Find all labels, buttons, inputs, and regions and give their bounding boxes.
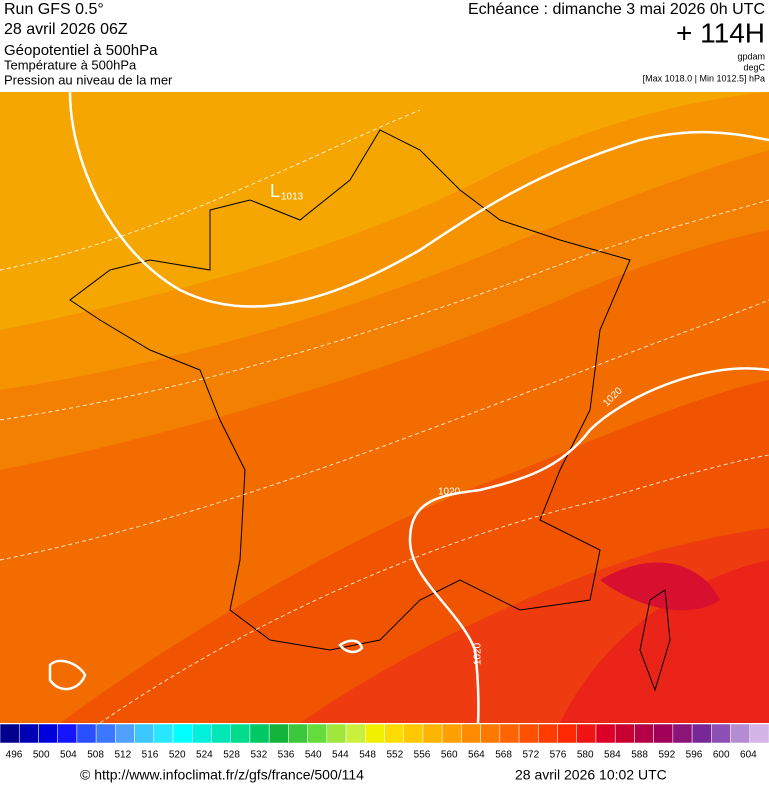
color-cell bbox=[461, 723, 481, 744]
color-cell bbox=[18, 723, 39, 744]
run: Run GFS 0.5° bbox=[4, 1, 104, 18]
colorbar-label: 588 bbox=[631, 750, 648, 761]
color-cell bbox=[268, 723, 289, 744]
color-cell bbox=[0, 723, 20, 744]
colorbar-label: 512 bbox=[114, 750, 131, 761]
colorbar-label: 528 bbox=[223, 750, 240, 761]
color-cell bbox=[518, 723, 539, 744]
colorbar-label: 564 bbox=[468, 750, 485, 761]
colorbar-label: 568 bbox=[495, 750, 512, 761]
color-cell bbox=[576, 723, 597, 744]
colorbar-label: 516 bbox=[142, 750, 159, 761]
color-cell bbox=[653, 723, 674, 744]
color-cell bbox=[326, 723, 347, 744]
colorbar-label: 556 bbox=[414, 750, 431, 761]
color-cell bbox=[749, 723, 769, 744]
color-cell bbox=[230, 723, 251, 744]
color-cell bbox=[480, 723, 501, 744]
colorbar-label: 500 bbox=[33, 750, 50, 761]
color-cell bbox=[614, 723, 635, 744]
color-cell bbox=[345, 723, 366, 744]
color-cell bbox=[134, 723, 155, 744]
colorbar-label: 592 bbox=[658, 750, 675, 761]
color-cell bbox=[595, 723, 616, 744]
colorbar-label: 504 bbox=[60, 750, 77, 761]
unit: gpdam bbox=[737, 51, 765, 61]
unit: degC bbox=[743, 62, 765, 72]
colorbar-label: 540 bbox=[305, 750, 322, 761]
isobar-label: 1020 bbox=[473, 642, 484, 665]
run-date: 28 avril 2026 06Z bbox=[4, 21, 128, 38]
colorbar-label: 520 bbox=[169, 750, 186, 761]
coastline bbox=[69, 129, 631, 651]
colorbar-label: 596 bbox=[686, 750, 703, 761]
colorbar-label: 508 bbox=[87, 750, 104, 761]
low-symbol: L bbox=[270, 181, 280, 201]
color-cell bbox=[115, 723, 135, 744]
colorbar-label: 580 bbox=[577, 750, 594, 761]
color-cell bbox=[365, 723, 385, 744]
color-cell bbox=[634, 723, 654, 744]
color-cell bbox=[403, 723, 424, 744]
color-cell bbox=[672, 723, 693, 744]
color-cell bbox=[711, 723, 731, 744]
color-cell bbox=[538, 723, 558, 744]
colorbar-label: 604 bbox=[740, 750, 757, 761]
colorbar-label: 548 bbox=[359, 750, 376, 761]
pressure-range: [Max 1018.0 | Min 1012.5] hPa bbox=[643, 73, 765, 83]
field: Géopotentiel à 500hPa bbox=[4, 42, 158, 59]
color-cell bbox=[384, 723, 404, 744]
color-cell bbox=[57, 723, 78, 744]
color-cell bbox=[38, 723, 58, 744]
colorbar-label: 532 bbox=[250, 750, 267, 761]
color-cell bbox=[499, 723, 520, 744]
generated: 28 avril 2026 10:02 UTC bbox=[515, 767, 667, 783]
field: Température à 500hPa bbox=[4, 57, 137, 72]
isobar-label: 1020 bbox=[438, 487, 461, 498]
color-cell bbox=[441, 723, 462, 744]
color-cell bbox=[211, 723, 231, 744]
lead-time: + 114H bbox=[676, 17, 765, 48]
colorbar-label: 584 bbox=[604, 750, 621, 761]
coastline bbox=[639, 589, 671, 692]
field: Pression au niveau de la mer bbox=[4, 72, 173, 87]
colorbar: 496 500 504 508 512 516 520 524 528 532 536 540 544 5… bbox=[0, 723, 769, 761]
colorbar-label: 536 bbox=[278, 750, 295, 761]
colorbar-label: 600 bbox=[713, 750, 730, 761]
band bbox=[600, 562, 720, 611]
color-cell bbox=[730, 723, 751, 744]
color-cell bbox=[153, 723, 174, 744]
colorbar-label: 552 bbox=[386, 750, 403, 761]
color-cell bbox=[249, 723, 270, 744]
color-cell bbox=[95, 723, 116, 744]
colorbar-label: 524 bbox=[196, 750, 213, 761]
color-cell bbox=[691, 723, 712, 744]
forecast: Echéance : dimanche 3 mai 2026 0h UTC bbox=[468, 1, 765, 18]
colorbar-label: 496 bbox=[6, 750, 23, 761]
colorbar-label: 576 bbox=[550, 750, 567, 761]
colorbar-label: 544 bbox=[332, 750, 349, 761]
color-cell bbox=[172, 723, 193, 744]
color-cell bbox=[192, 723, 212, 744]
low-value: 1013 bbox=[281, 192, 304, 203]
source: © http://www.infoclimat.fr/z/gfs/france/… bbox=[80, 767, 364, 783]
color-cell bbox=[557, 723, 578, 744]
color-cell bbox=[288, 723, 308, 744]
isotherms bbox=[0, 109, 769, 723]
isobars bbox=[48, 92, 769, 723]
map: L 1013 1020 1020 1020 bbox=[0, 92, 769, 723]
colorbar-label: 572 bbox=[522, 750, 539, 761]
color-cell bbox=[76, 723, 97, 744]
colorbar-label: 560 bbox=[441, 750, 458, 761]
color-cell bbox=[422, 723, 443, 744]
color-cell bbox=[307, 723, 328, 744]
